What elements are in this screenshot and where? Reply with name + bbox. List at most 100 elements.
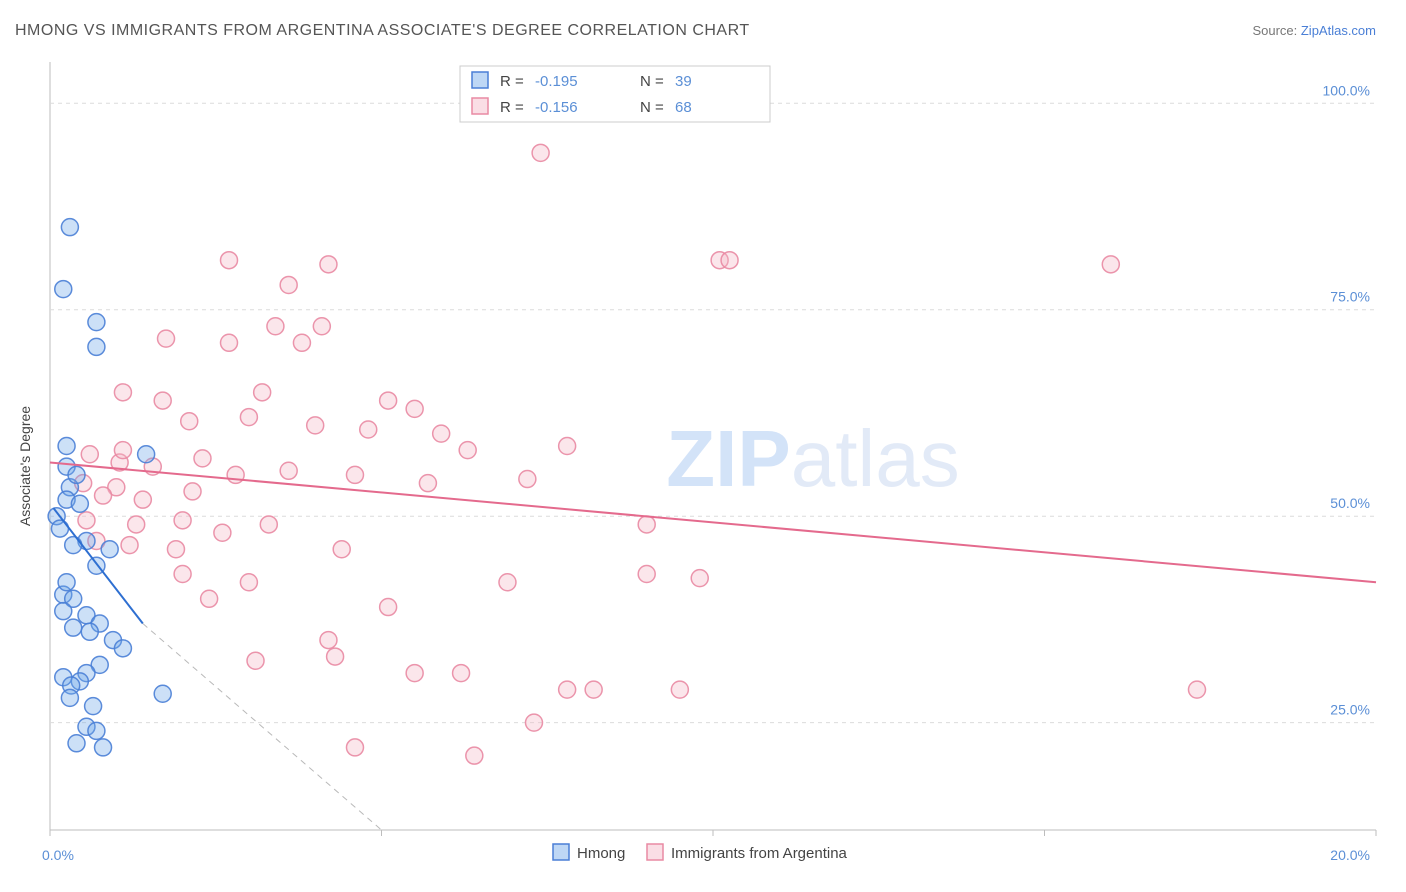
- data-point: [174, 566, 191, 583]
- data-point: [95, 739, 112, 756]
- data-point: [65, 537, 82, 554]
- legend-swatch: [553, 844, 569, 860]
- y-tick-label: 50.0%: [1330, 495, 1370, 511]
- data-point: [519, 471, 536, 488]
- data-point: [313, 318, 330, 335]
- data-point: [65, 619, 82, 636]
- legend-n-label: N =: [640, 73, 664, 90]
- data-point: [453, 665, 470, 682]
- data-point: [380, 392, 397, 409]
- watermark: ZIPatlas: [666, 414, 959, 503]
- legend-r-label: R =: [500, 99, 524, 116]
- data-point: [95, 487, 112, 504]
- data-point: [167, 541, 184, 558]
- data-point: [58, 574, 75, 591]
- data-point: [61, 689, 78, 706]
- data-point: [240, 574, 257, 591]
- data-point: [499, 574, 516, 591]
- data-point: [433, 425, 450, 442]
- data-point: [280, 276, 297, 293]
- data-point: [81, 446, 98, 463]
- data-point: [638, 516, 655, 533]
- data-point: [181, 413, 198, 430]
- data-point: [525, 714, 542, 731]
- data-point: [214, 524, 231, 541]
- legend-n-label: N =: [640, 99, 664, 116]
- legend-swatch: [472, 98, 488, 114]
- data-point: [154, 392, 171, 409]
- data-point: [346, 466, 363, 483]
- data-point: [114, 384, 131, 401]
- data-point: [466, 747, 483, 764]
- data-point: [1188, 681, 1205, 698]
- data-point: [68, 735, 85, 752]
- data-point: [585, 681, 602, 698]
- data-point: [174, 512, 191, 529]
- data-point: [121, 537, 138, 554]
- data-point: [78, 512, 95, 529]
- legend-series-label: Hmong: [577, 845, 625, 862]
- data-point: [138, 446, 155, 463]
- data-point: [320, 632, 337, 649]
- legend-r-value: -0.195: [535, 73, 578, 90]
- data-point: [1102, 256, 1119, 273]
- data-point: [419, 475, 436, 492]
- y-tick-label: 75.0%: [1330, 289, 1370, 305]
- data-point: [128, 516, 145, 533]
- data-point: [293, 334, 310, 351]
- data-point: [55, 603, 72, 620]
- y-tick-label: 25.0%: [1330, 702, 1370, 718]
- legend-swatch: [472, 72, 488, 88]
- data-point: [380, 599, 397, 616]
- data-point: [267, 318, 284, 335]
- data-point: [327, 648, 344, 665]
- data-point: [280, 462, 297, 479]
- data-point: [406, 665, 423, 682]
- data-point: [691, 570, 708, 587]
- data-point: [307, 417, 324, 434]
- legend-swatch: [647, 844, 663, 860]
- data-point: [154, 685, 171, 702]
- legend-r-value: -0.156: [535, 99, 578, 116]
- data-point: [638, 566, 655, 583]
- y-axis-label: Associate's Degree: [17, 406, 33, 526]
- data-point: [81, 623, 98, 640]
- data-point: [221, 334, 238, 351]
- data-point: [254, 384, 271, 401]
- data-point: [85, 698, 102, 715]
- data-point: [360, 421, 377, 438]
- legend-series-label: Immigrants from Argentina: [671, 845, 848, 862]
- data-point: [134, 491, 151, 508]
- legend-r-label: R =: [500, 73, 524, 90]
- data-point: [559, 438, 576, 455]
- data-point: [61, 219, 78, 236]
- data-point: [221, 252, 238, 269]
- data-point: [459, 442, 476, 459]
- data-point: [114, 442, 131, 459]
- data-point: [201, 590, 218, 607]
- data-point: [721, 252, 738, 269]
- x-tick-label: 20.0%: [1330, 847, 1370, 863]
- data-point: [101, 541, 118, 558]
- legend-n-value: 68: [675, 99, 692, 116]
- data-point: [114, 640, 131, 657]
- data-point: [184, 483, 201, 500]
- data-point: [88, 338, 105, 355]
- data-point: [71, 495, 88, 512]
- data-point: [260, 516, 277, 533]
- data-point: [194, 450, 211, 467]
- data-point: [68, 466, 85, 483]
- data-point: [240, 409, 257, 426]
- data-point: [158, 330, 175, 347]
- data-point: [346, 739, 363, 756]
- data-point: [88, 314, 105, 331]
- data-point: [88, 722, 105, 739]
- data-point: [227, 466, 244, 483]
- data-point: [532, 144, 549, 161]
- data-point: [58, 438, 75, 455]
- x-tick-label: 0.0%: [42, 847, 74, 863]
- data-point: [333, 541, 350, 558]
- data-point: [55, 281, 72, 298]
- legend-n-value: 39: [675, 73, 692, 90]
- y-tick-label: 100.0%: [1323, 82, 1370, 98]
